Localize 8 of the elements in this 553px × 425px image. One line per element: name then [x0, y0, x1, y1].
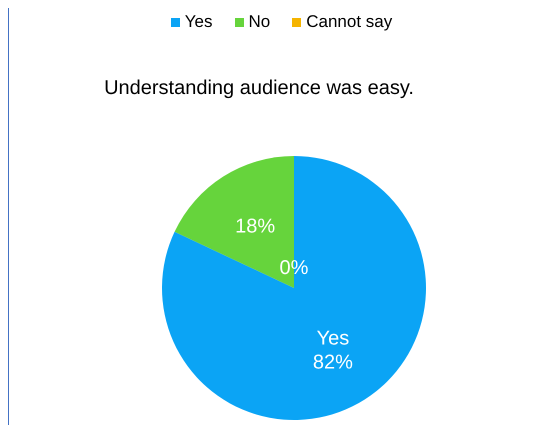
legend-label: No	[248, 12, 270, 32]
legend-label: Yes	[184, 12, 212, 32]
text: Understanding audience was easy.	[103, 76, 415, 101]
legend-label: Cannot say	[306, 12, 392, 32]
data-label: Yes 82%	[312, 327, 354, 374]
text: 0%	[280, 257, 308, 280]
pie-slice	[162, 156, 426, 420]
data-label: 18%	[235, 216, 276, 238]
